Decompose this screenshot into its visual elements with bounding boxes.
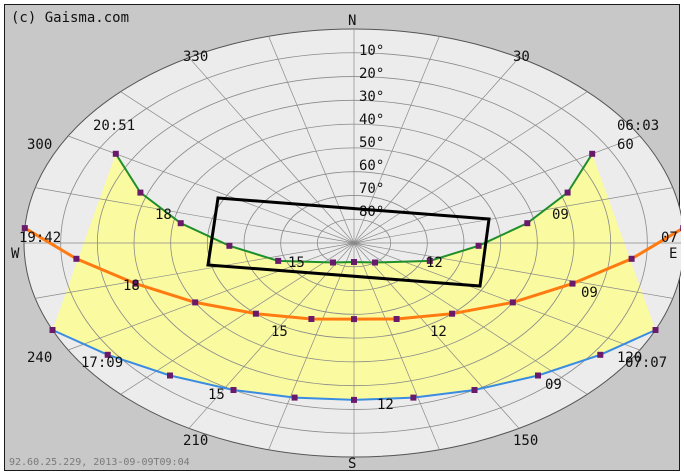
hour-marker bbox=[252, 310, 259, 317]
hour-marker bbox=[291, 394, 298, 401]
hour-marker bbox=[132, 280, 139, 287]
azimuth-line bbox=[35, 187, 355, 244]
hour-marker bbox=[192, 299, 199, 306]
east-label: E bbox=[669, 246, 678, 262]
equinox-time-label: 19:42 bbox=[19, 230, 61, 246]
azimuth-line bbox=[353, 187, 673, 244]
hour-marker bbox=[569, 280, 576, 287]
azimuth-label: 300 bbox=[27, 137, 52, 153]
winter-time-label: 15 bbox=[208, 387, 225, 403]
hour-marker bbox=[372, 259, 378, 266]
hour-marker bbox=[426, 257, 433, 264]
equinox-time-label: 18 bbox=[123, 278, 140, 294]
altitude-label: 50° bbox=[359, 135, 384, 151]
hour-marker bbox=[49, 327, 56, 333]
summer-time-label: 12 bbox=[426, 255, 443, 271]
hour-marker bbox=[330, 259, 336, 266]
west-label: W bbox=[11, 246, 20, 262]
altitude-label: 70° bbox=[359, 181, 384, 197]
hour-marker bbox=[226, 242, 233, 249]
summer-time-label: 09 bbox=[552, 207, 569, 223]
summer-time-label: 15 bbox=[288, 255, 305, 271]
azimuth-line bbox=[268, 242, 355, 450]
azimuth-label: 330 bbox=[183, 49, 208, 65]
winter-time-label: 12 bbox=[377, 397, 394, 413]
hour-marker bbox=[652, 327, 659, 333]
hour-marker bbox=[112, 150, 119, 157]
hour-marker bbox=[104, 351, 111, 358]
hour-marker bbox=[167, 372, 173, 379]
azimuth-line bbox=[353, 242, 588, 395]
hour-marker bbox=[535, 372, 541, 379]
summer-time-label: 18 bbox=[155, 207, 172, 223]
hour-marker bbox=[230, 387, 237, 393]
altitude-label: 20° bbox=[359, 66, 384, 82]
hour-marker bbox=[275, 257, 282, 264]
altitude-label: 40° bbox=[359, 112, 384, 128]
hour-marker bbox=[597, 351, 604, 358]
copyright-label: (c) Gaisma.com bbox=[11, 10, 130, 26]
equinox-time-label: 07: bbox=[661, 230, 681, 246]
azimuth-line bbox=[188, 57, 355, 244]
equinox-time-label: 09 bbox=[581, 285, 598, 301]
azimuth-label: 60 bbox=[617, 137, 634, 153]
equinox-time-label: 12 bbox=[430, 324, 447, 340]
hour-marker bbox=[628, 255, 635, 262]
azimuth-line bbox=[120, 91, 355, 244]
sun-path-diagram: 330 30 300 60 240 120 210 150 10° 20° 30° 40° 50° 60°… bbox=[4, 4, 681, 472]
hour-marker bbox=[21, 225, 28, 232]
hour-marker bbox=[509, 299, 516, 306]
overlay-box bbox=[206, 196, 491, 288]
equinox-time-label: 15 bbox=[271, 324, 288, 340]
hour-marker bbox=[393, 316, 400, 322]
azimuth-line bbox=[353, 91, 588, 244]
azimuth-label: 240 bbox=[27, 350, 52, 366]
hour-marker bbox=[410, 394, 417, 401]
hour-marker bbox=[680, 225, 681, 232]
azimuth-line bbox=[35, 242, 355, 299]
azimuth-line bbox=[353, 242, 520, 429]
hour-marker bbox=[564, 189, 571, 196]
azimuth-label: 120 bbox=[617, 350, 642, 366]
hour-marker bbox=[475, 242, 482, 249]
hour-marker bbox=[449, 310, 456, 317]
hour-marker bbox=[471, 387, 478, 393]
azimuth-line bbox=[120, 242, 355, 395]
summer-time-label: 06:03 bbox=[617, 118, 659, 134]
south-label: S bbox=[348, 456, 357, 472]
summer-time-label: 20:51 bbox=[93, 118, 135, 134]
hour-marker bbox=[73, 255, 80, 262]
hour-marker bbox=[351, 396, 357, 403]
sun-path-chart: 330 30 300 60 240 120 210 150 10° 20° 30° 40° 50° 60°… bbox=[19, 28, 681, 458]
altitude-label: 10° bbox=[359, 43, 384, 59]
azimuth-label: 150 bbox=[513, 433, 538, 449]
winter-time-label: 07:07 bbox=[625, 355, 667, 371]
winter-time-label: 09 bbox=[545, 377, 562, 393]
north-label: N bbox=[348, 13, 357, 29]
hour-marker bbox=[177, 220, 184, 227]
footer-label: 92.60.25.229, 2013-09-09T09:04 bbox=[9, 457, 190, 468]
azimuth-label: 210 bbox=[183, 433, 208, 449]
winter-time-label: 17:09 bbox=[81, 355, 123, 371]
altitude-label: 60° bbox=[359, 158, 384, 174]
azimuth-label: 30 bbox=[513, 49, 530, 65]
hour-marker bbox=[589, 150, 596, 157]
azimuth-line bbox=[353, 242, 673, 299]
hour-marker bbox=[351, 259, 357, 265]
altitude-label: 30° bbox=[359, 89, 384, 105]
hour-marker bbox=[137, 189, 144, 196]
hour-marker bbox=[351, 316, 357, 323]
hour-marker bbox=[308, 316, 315, 322]
hour-marker bbox=[524, 220, 531, 227]
